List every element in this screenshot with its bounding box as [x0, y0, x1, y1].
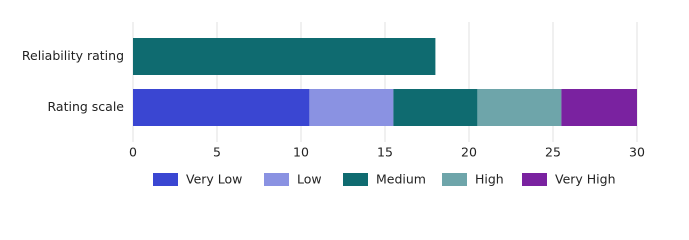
x-tick-label: 15 [377, 145, 393, 160]
legend-label: Very High [555, 172, 616, 187]
bar-segment [561, 89, 637, 126]
chart: 0 5 10 15 20 25 30 Reliability rating Rating sca… [22, 22, 645, 187]
y-tick-label: Reliability rating [22, 48, 124, 63]
legend-label: Low [297, 172, 322, 187]
x-tick-label: 0 [129, 145, 137, 160]
legend-swatch [264, 173, 289, 186]
bar-segment [309, 89, 394, 126]
x-tick-label: 5 [213, 145, 221, 160]
x-tick-label: 25 [545, 145, 561, 160]
legend-swatch [343, 173, 368, 186]
bar-segment [133, 89, 310, 126]
legend-label: Medium [376, 172, 426, 187]
x-tick-label: 30 [629, 145, 645, 160]
legend-label: Very Low [186, 172, 242, 187]
x-tick-label: 10 [293, 145, 309, 160]
bar-segment [477, 89, 562, 126]
legend-swatch [522, 173, 547, 186]
legend-swatch [153, 173, 178, 186]
y-tick-label: Rating scale [48, 99, 125, 114]
bar-segment [393, 89, 478, 126]
legend-swatch [442, 173, 467, 186]
bar-segment [133, 38, 436, 75]
x-tick-label: 20 [461, 145, 477, 160]
legend-label: High [475, 172, 504, 187]
